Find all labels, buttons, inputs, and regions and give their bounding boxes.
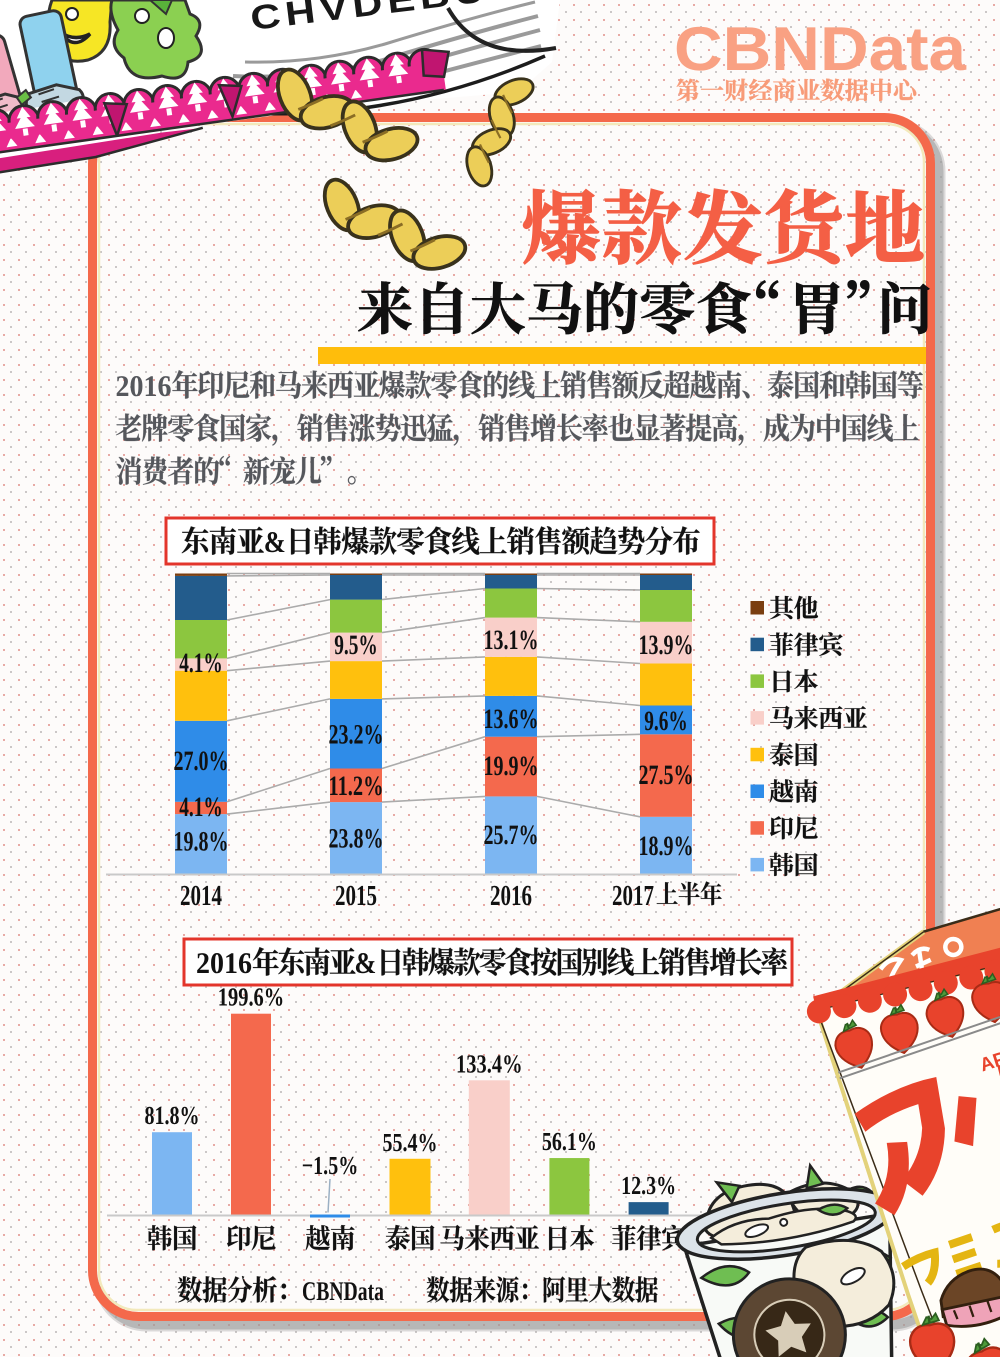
svg-text:27.5%: 27.5%	[639, 760, 694, 791]
svg-text:199.6%: 199.6%	[218, 983, 285, 1012]
svg-text:9.6%: 9.6%	[644, 706, 688, 737]
svg-text:9.5%: 9.5%	[334, 630, 378, 661]
svg-text:19.9%: 19.9%	[484, 751, 539, 782]
svg-text:18.9%: 18.9%	[639, 831, 694, 862]
svg-text:&: &	[264, 526, 286, 559]
svg-text:23.8%: 23.8%	[329, 824, 384, 855]
svg-text:11.2%: 11.2%	[329, 771, 384, 802]
svg-text:13.6%: 13.6%	[484, 704, 539, 735]
svg-text:55.4%: 55.4%	[383, 1128, 438, 1157]
svg-text:23.2%: 23.2%	[329, 720, 384, 751]
svg-text:2016: 2016	[196, 947, 252, 980]
svg-text:2015: 2015	[335, 880, 377, 912]
svg-text:4.1%: 4.1%	[179, 792, 223, 823]
svg-text:4.1%: 4.1%	[179, 648, 223, 679]
svg-text:12.3%: 12.3%	[621, 1171, 676, 1200]
svg-text:27.0%: 27.0%	[174, 746, 229, 777]
svg-text:AP: AP	[977, 1048, 1000, 1076]
svg-text:13.1%: 13.1%	[484, 625, 539, 656]
svg-text:2014: 2014	[180, 880, 222, 912]
svg-text:133.4%: 133.4%	[456, 1049, 523, 1078]
svg-text:&: &	[354, 947, 376, 980]
svg-text:2016: 2016	[116, 370, 172, 403]
svg-text:56.1%: 56.1%	[542, 1127, 597, 1156]
svg-text:81.8%: 81.8%	[145, 1101, 200, 1130]
svg-text:2016: 2016	[490, 880, 532, 912]
svg-text:CBNData: CBNData	[674, 15, 967, 84]
svg-text:−1.5%: −1.5%	[302, 1151, 359, 1180]
svg-text:2017: 2017	[612, 880, 654, 912]
svg-text:19.8%: 19.8%	[174, 827, 229, 858]
svg-text:CBNData: CBNData	[302, 1276, 384, 1306]
svg-text:25.7%: 25.7%	[484, 820, 539, 851]
svg-text:13.9%: 13.9%	[639, 630, 694, 661]
